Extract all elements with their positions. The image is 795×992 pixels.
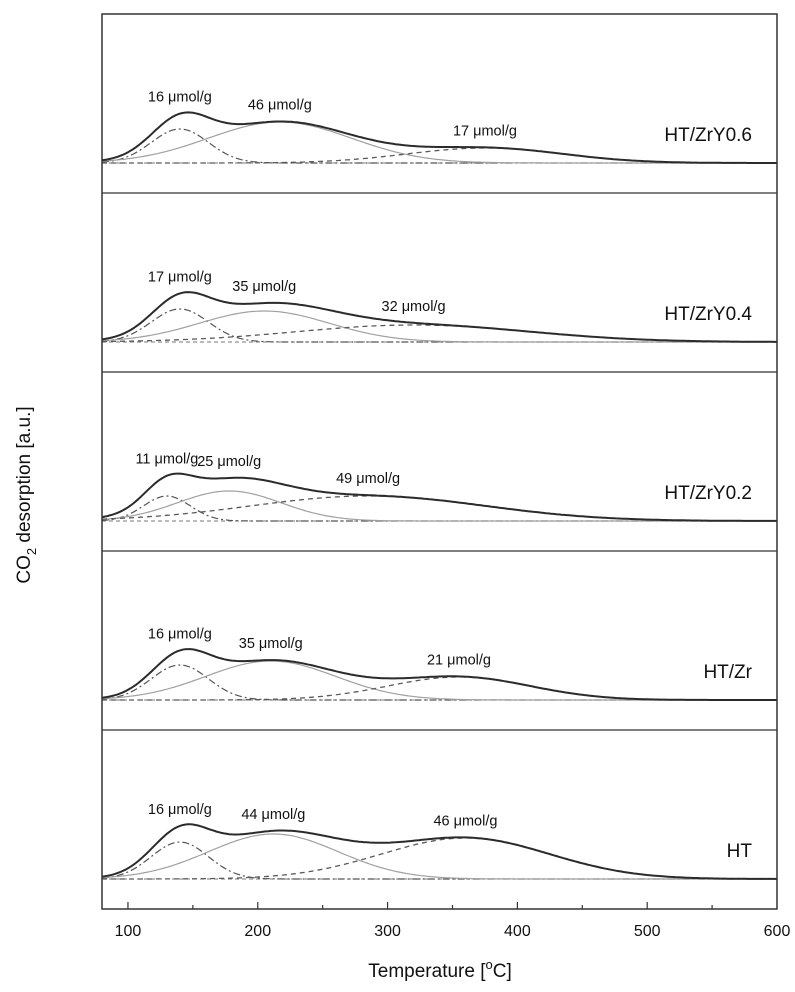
peak-label: 21 μmol/g xyxy=(427,652,491,668)
total-curve xyxy=(101,823,778,880)
x-tick-label: 500 xyxy=(634,923,661,940)
peak-label: 49 μmol/g xyxy=(336,471,400,487)
peak-label: 25 μmol/g xyxy=(197,454,261,470)
tpd-panel: 16 μmol/g 46 μmol/g 17 μmol/g HT/ZrY0.6 xyxy=(101,90,777,164)
peak-curve xyxy=(101,833,777,880)
peak-curve xyxy=(101,664,777,701)
x-tick-label: 200 xyxy=(244,923,271,940)
peak-curve xyxy=(101,308,777,343)
total-curve xyxy=(101,472,777,522)
peak-curve xyxy=(101,121,777,164)
peak-label: 17 μmol/g xyxy=(453,123,517,139)
peak-label: 32 μmol/g xyxy=(382,299,446,315)
peak-curve xyxy=(102,837,778,880)
tpd-panel: 11 μmol/g25 μmol/g 49 μmol/g HT/ZrY0.2 xyxy=(101,371,777,522)
total-curve xyxy=(101,111,777,164)
peak-label: 35 μmol/g xyxy=(232,279,296,295)
x-tick-label: 400 xyxy=(504,923,531,940)
peak-curve xyxy=(101,310,777,343)
peak-label: 16 μmol/g xyxy=(148,90,212,106)
peak-label: 46 μmol/g xyxy=(433,813,497,829)
x-axis-title: Temperature [oC] xyxy=(368,957,511,982)
plot-frame xyxy=(101,13,778,910)
sample-label: HT/ZrY0.2 xyxy=(664,483,752,504)
peak-label: 35 μmol/g xyxy=(239,636,303,652)
peak-label: 11 μmol/g xyxy=(135,452,198,468)
total-curve xyxy=(101,648,777,701)
x-tick-label: 100 xyxy=(115,923,142,940)
peak-curve xyxy=(101,495,777,522)
y-axis-title: CO2 desorption [a.u.] xyxy=(14,406,39,583)
peak-label: 17 μmol/g xyxy=(148,269,212,285)
peak-label: 16 μmol/g xyxy=(148,626,212,642)
peak-curve xyxy=(102,676,777,701)
sample-label: HT/ZrY0.4 xyxy=(664,304,752,325)
peak-curve xyxy=(101,841,777,880)
sample-label: HT/ZrY0.6 xyxy=(664,125,752,146)
sample-label: HT xyxy=(727,841,753,862)
panels-layer: 16 μmol/g 46 μmol/g 17 μmol/g HT/ZrY0.6 17 μ… xyxy=(101,90,778,880)
tpd-panel: 16 μmol/g 44 μmol/g 46 μmol/g HT xyxy=(101,729,778,880)
peak-curve xyxy=(102,147,777,164)
x-tick-label: 600 xyxy=(764,923,791,940)
peak-curve xyxy=(102,324,777,343)
tpd-panel: 16 μmol/g 35 μmol/g 21 μmol/g HT/Zr xyxy=(101,550,777,701)
x-axis: 100 200 300 400 500 600 xyxy=(115,902,791,940)
peak-label: 16 μmol/g xyxy=(148,802,212,818)
peak-label: 44 μmol/g xyxy=(241,807,305,823)
peak-label: 46 μmol/g xyxy=(248,97,312,113)
peak-curve xyxy=(101,128,777,164)
x-tick-label: 300 xyxy=(374,923,401,940)
sample-label: HT/Zr xyxy=(703,662,752,683)
total-curve xyxy=(101,291,777,343)
tpd-panel: 17 μmol/g 35 μmol/g 32 μmol/g HT/ZrY0.4 xyxy=(101,192,777,343)
